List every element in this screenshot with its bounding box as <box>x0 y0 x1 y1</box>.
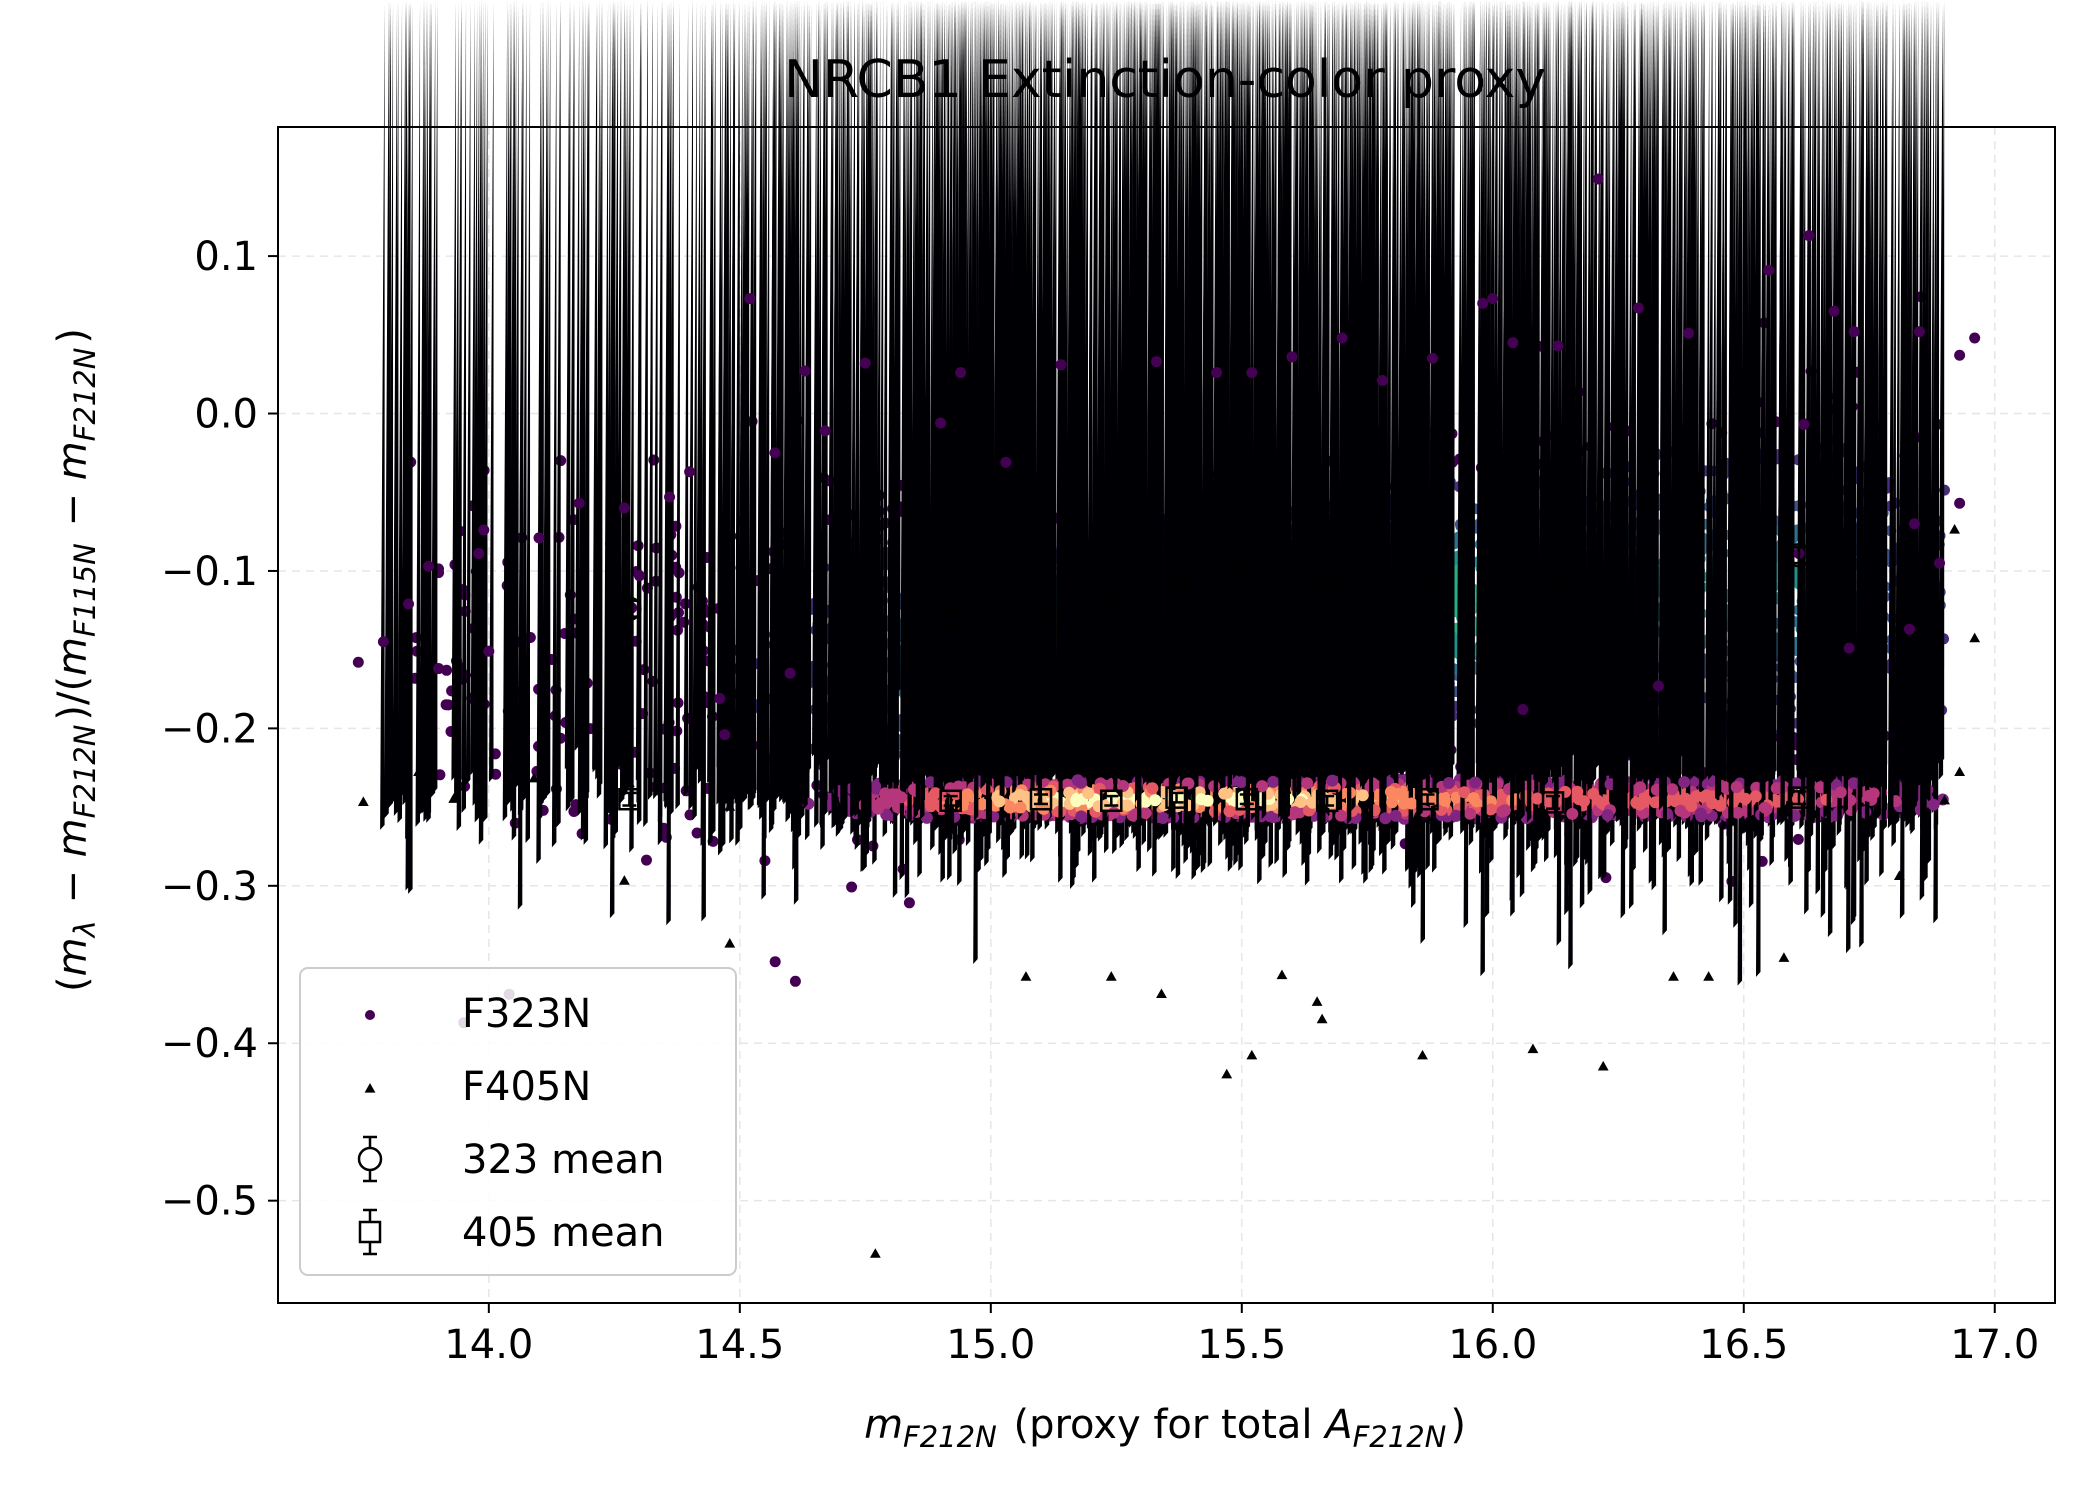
f323n-point <box>1793 834 1804 845</box>
f323n-point <box>525 632 536 643</box>
f323n-point <box>846 882 857 893</box>
f323n-point <box>770 956 781 967</box>
f323n-point <box>790 976 801 987</box>
chart-title: NRCB1 Extinction-color proxy <box>784 50 1546 110</box>
f323n-point <box>641 855 652 866</box>
f323n-point <box>904 897 915 908</box>
